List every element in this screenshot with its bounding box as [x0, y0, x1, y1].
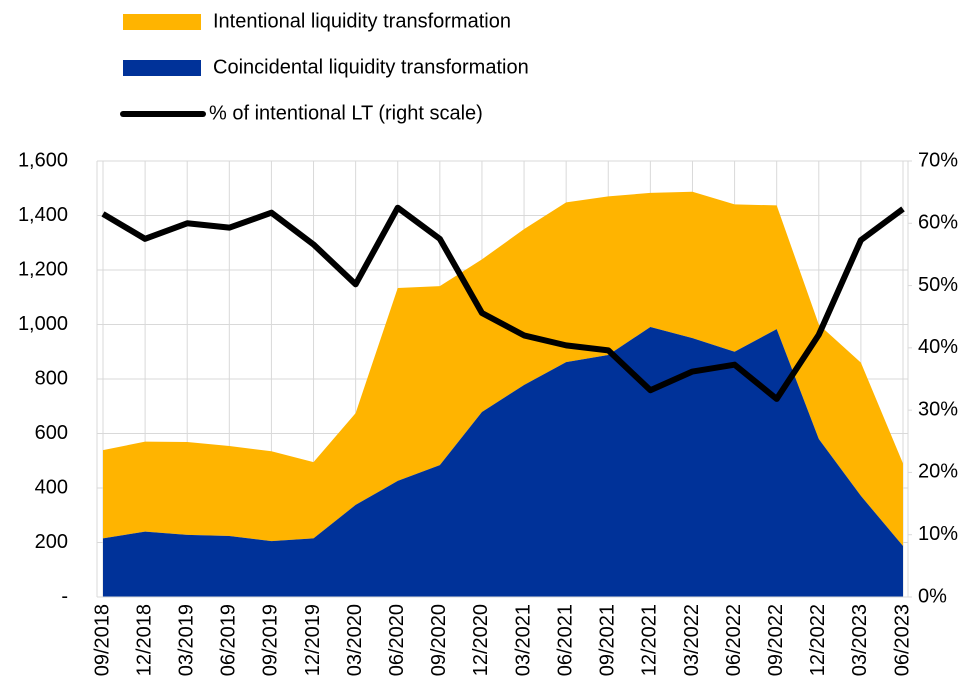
legend-swatch	[123, 60, 201, 76]
x-tick-label: 03/2021	[512, 604, 534, 676]
legend-label: % of intentional LT (right scale)	[209, 102, 483, 124]
x-tick-label: 12/2021	[639, 604, 661, 676]
y2-tick-label: 30%	[918, 398, 958, 420]
y-tick-label: 1,600	[18, 149, 68, 171]
y-tick-label: 600	[35, 422, 68, 444]
x-tick-label: 06/2023	[891, 604, 913, 676]
y-tick-label: 400	[35, 476, 68, 498]
y2-tick-label: 0%	[918, 585, 947, 607]
y2-tick-label: 70%	[918, 149, 958, 171]
legend-label: Intentional liquidity transformation	[213, 10, 511, 32]
x-tick-label: 06/2019	[218, 604, 240, 676]
legend-label: Coincidental liquidity transformation	[213, 56, 529, 78]
plot-area	[101, 191, 905, 597]
y-tick-label: 200	[35, 531, 68, 553]
axes: - 200 400 600 800 1,000 1,200 1,400 1,600 0% 10% 20…	[18, 149, 958, 676]
x-tick-label: 12/2019	[302, 604, 324, 676]
y2-tick-label: 10%	[918, 523, 958, 545]
x-tick-label: 03/2023	[849, 604, 871, 676]
y2-tick-label: 20%	[918, 461, 958, 483]
x-tick-label: 12/2020	[470, 604, 492, 676]
y-tick-label: 1,200	[18, 258, 68, 280]
x-tick-label: 03/2019	[175, 604, 197, 676]
x-tick-label: 06/2020	[386, 604, 408, 676]
y2-tick-label: 60%	[918, 212, 958, 234]
x-tick-label: 09/2021	[597, 604, 619, 676]
area	[103, 326, 903, 597]
line	[101, 204, 905, 402]
y-tick-label: 1,400	[18, 204, 68, 226]
x-tick-label: 06/2021	[554, 604, 576, 676]
area	[103, 191, 903, 547]
x-tick-label: 12/2018	[133, 604, 155, 676]
legend: Intentional liquidity transformation Coin…	[120, 10, 529, 124]
y-tick-label: 800	[35, 367, 68, 389]
y-tick-label: 1,000	[18, 313, 68, 335]
x-tick-label: 03/2020	[344, 604, 366, 676]
x-tick-label: 09/2018	[91, 604, 113, 676]
legend-swatch	[123, 14, 201, 30]
x-tick-label: 06/2022	[723, 604, 745, 676]
x-tick-label: 09/2019	[260, 604, 282, 676]
x-tick-label: 09/2022	[765, 604, 787, 676]
y-tick-label: -	[61, 585, 68, 607]
y2-tick-label: 50%	[918, 274, 958, 296]
x-tick-label: 03/2022	[681, 604, 703, 676]
y2-tick-label: 40%	[918, 336, 958, 358]
x-tick-label: 12/2022	[807, 604, 829, 676]
x-tick-label: 09/2020	[428, 604, 450, 676]
